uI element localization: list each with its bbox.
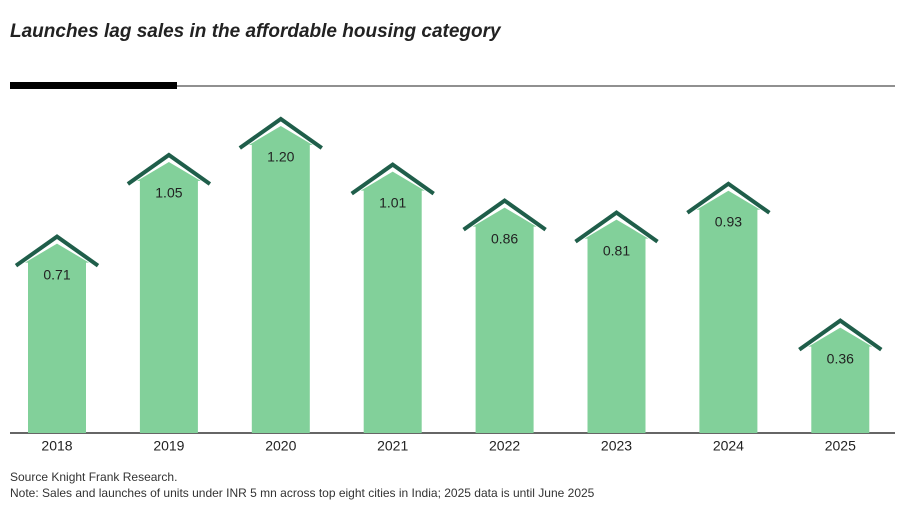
house-bar [25, 243, 89, 433]
x-tick-label: 2019 [153, 438, 184, 454]
house-bar [248, 126, 313, 433]
house-bar [696, 190, 761, 433]
roof [238, 116, 323, 150]
header-accent [10, 82, 177, 89]
house-bar [360, 171, 425, 433]
house-bar [584, 219, 649, 433]
value-label: 0.36 [827, 350, 854, 366]
x-tick-label: 2025 [825, 438, 856, 454]
house-bar [472, 207, 537, 433]
value-label: 0.81 [603, 242, 630, 258]
value-label: 0.86 [491, 230, 518, 246]
roof [14, 234, 100, 268]
x-tick-label: 2018 [41, 438, 72, 454]
chart-title: Launches lag sales in the affordable hou… [10, 21, 502, 42]
house-bar [136, 162, 201, 433]
x-tick-label: 2023 [601, 438, 632, 454]
source-note: Source Knight Frank Research. [10, 470, 177, 484]
roof [798, 318, 883, 352]
roof [126, 152, 212, 186]
footnote: Note: Sales and launches of units under … [10, 486, 595, 500]
value-label: 1.20 [267, 149, 294, 165]
value-label: 0.71 [43, 266, 70, 282]
x-tick-label: 2022 [489, 438, 520, 454]
house-bar [808, 327, 873, 433]
x-tick-label: 2020 [265, 438, 296, 454]
roof [350, 162, 435, 196]
value-label: 0.93 [715, 214, 742, 230]
roof [462, 198, 547, 232]
value-label: 1.05 [155, 185, 182, 201]
roof [686, 181, 771, 215]
roof [574, 210, 659, 244]
x-tick-label: 2021 [377, 438, 408, 454]
value-label: 1.01 [379, 194, 406, 210]
x-tick-label: 2024 [713, 438, 744, 454]
